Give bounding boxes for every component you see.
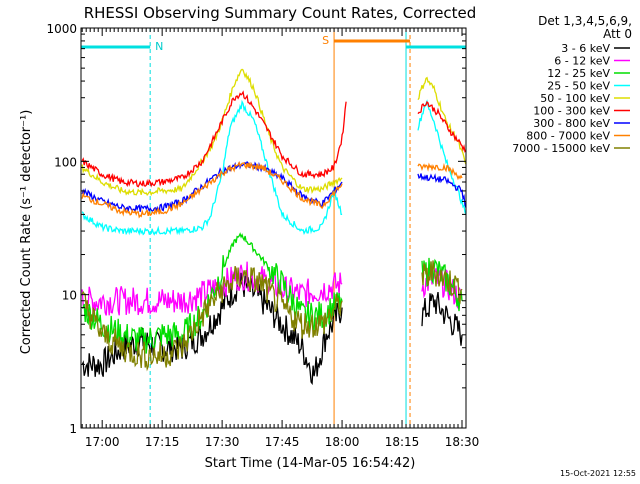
y-tick-label: 10 <box>62 289 77 303</box>
series-line-1 <box>81 261 343 316</box>
series-line-2 <box>81 232 343 354</box>
legend-entry-label: 6 - 12 keV <box>554 55 610 68</box>
legend-entry-label: 100 - 300 keV <box>533 105 610 118</box>
x-tick-label: 17:30 <box>205 435 240 449</box>
footer-timestamp: 15-Oct-2021 12:55 <box>560 469 636 478</box>
series-line-7 <box>417 162 463 181</box>
legend-header-line-2: Att 0 <box>603 27 632 41</box>
series-line-6 <box>417 173 467 208</box>
legend-entry-label: 12 - 25 keV <box>547 67 610 80</box>
plot-frame <box>80 27 467 429</box>
night-flag-label: N <box>155 40 163 53</box>
saa-flag-label: S <box>322 34 329 47</box>
chart-title: RHESSI Observing Summary Count Rates, Co… <box>84 4 477 22</box>
x-tick-label: 18:30 <box>445 435 480 449</box>
legend-entry-label: 3 - 6 keV <box>561 42 610 55</box>
x-tick-label: 17:15 <box>145 435 180 449</box>
axis-ticks <box>81 28 467 429</box>
legend-entry-label: 25 - 50 keV <box>547 80 610 93</box>
x-tick-label: 18:15 <box>385 435 420 449</box>
series-line-8 <box>421 260 463 305</box>
series-line-2 <box>421 257 463 312</box>
series-line-8 <box>81 265 343 372</box>
series-line-0 <box>81 272 343 386</box>
series-line-5 <box>417 100 467 153</box>
y-tick-label: 1 <box>69 422 77 436</box>
x-tick-label: 17:00 <box>85 435 120 449</box>
legend-entry-label: 50 - 100 keV <box>540 92 610 105</box>
series-line-3 <box>81 99 343 236</box>
legend-entry-label: 7000 - 15000 keV <box>512 142 610 155</box>
legend-entry-label: 800 - 7000 keV <box>526 130 610 143</box>
y-tick-label: 100 <box>54 155 77 169</box>
series-lines <box>81 68 467 386</box>
y-tick-labels: 1 10 100 1000 <box>46 22 77 436</box>
x-tick-label: 18:00 <box>325 435 360 449</box>
series-line-0 <box>421 291 463 346</box>
x-tick-label: 17:45 <box>265 435 300 449</box>
x-tick-labels: 17:00 17:15 17:30 17:45 18:00 18:15 18:30 <box>85 435 479 449</box>
y-axis-label: Corrected Count Rate (s⁻¹ detector⁻¹) <box>19 110 34 355</box>
series-line-5 <box>81 90 347 188</box>
series-line-7 <box>81 160 343 219</box>
series-line-4 <box>81 68 343 197</box>
legend-entry-label: 300 - 800 keV <box>533 117 610 130</box>
x-axis-label: Start Time (14-Mar-05 16:54:42) <box>205 456 416 471</box>
y-tick-label: 1000 <box>46 22 77 36</box>
legend-header-line-1: Det 1,3,4,5,6,9, <box>538 14 632 28</box>
